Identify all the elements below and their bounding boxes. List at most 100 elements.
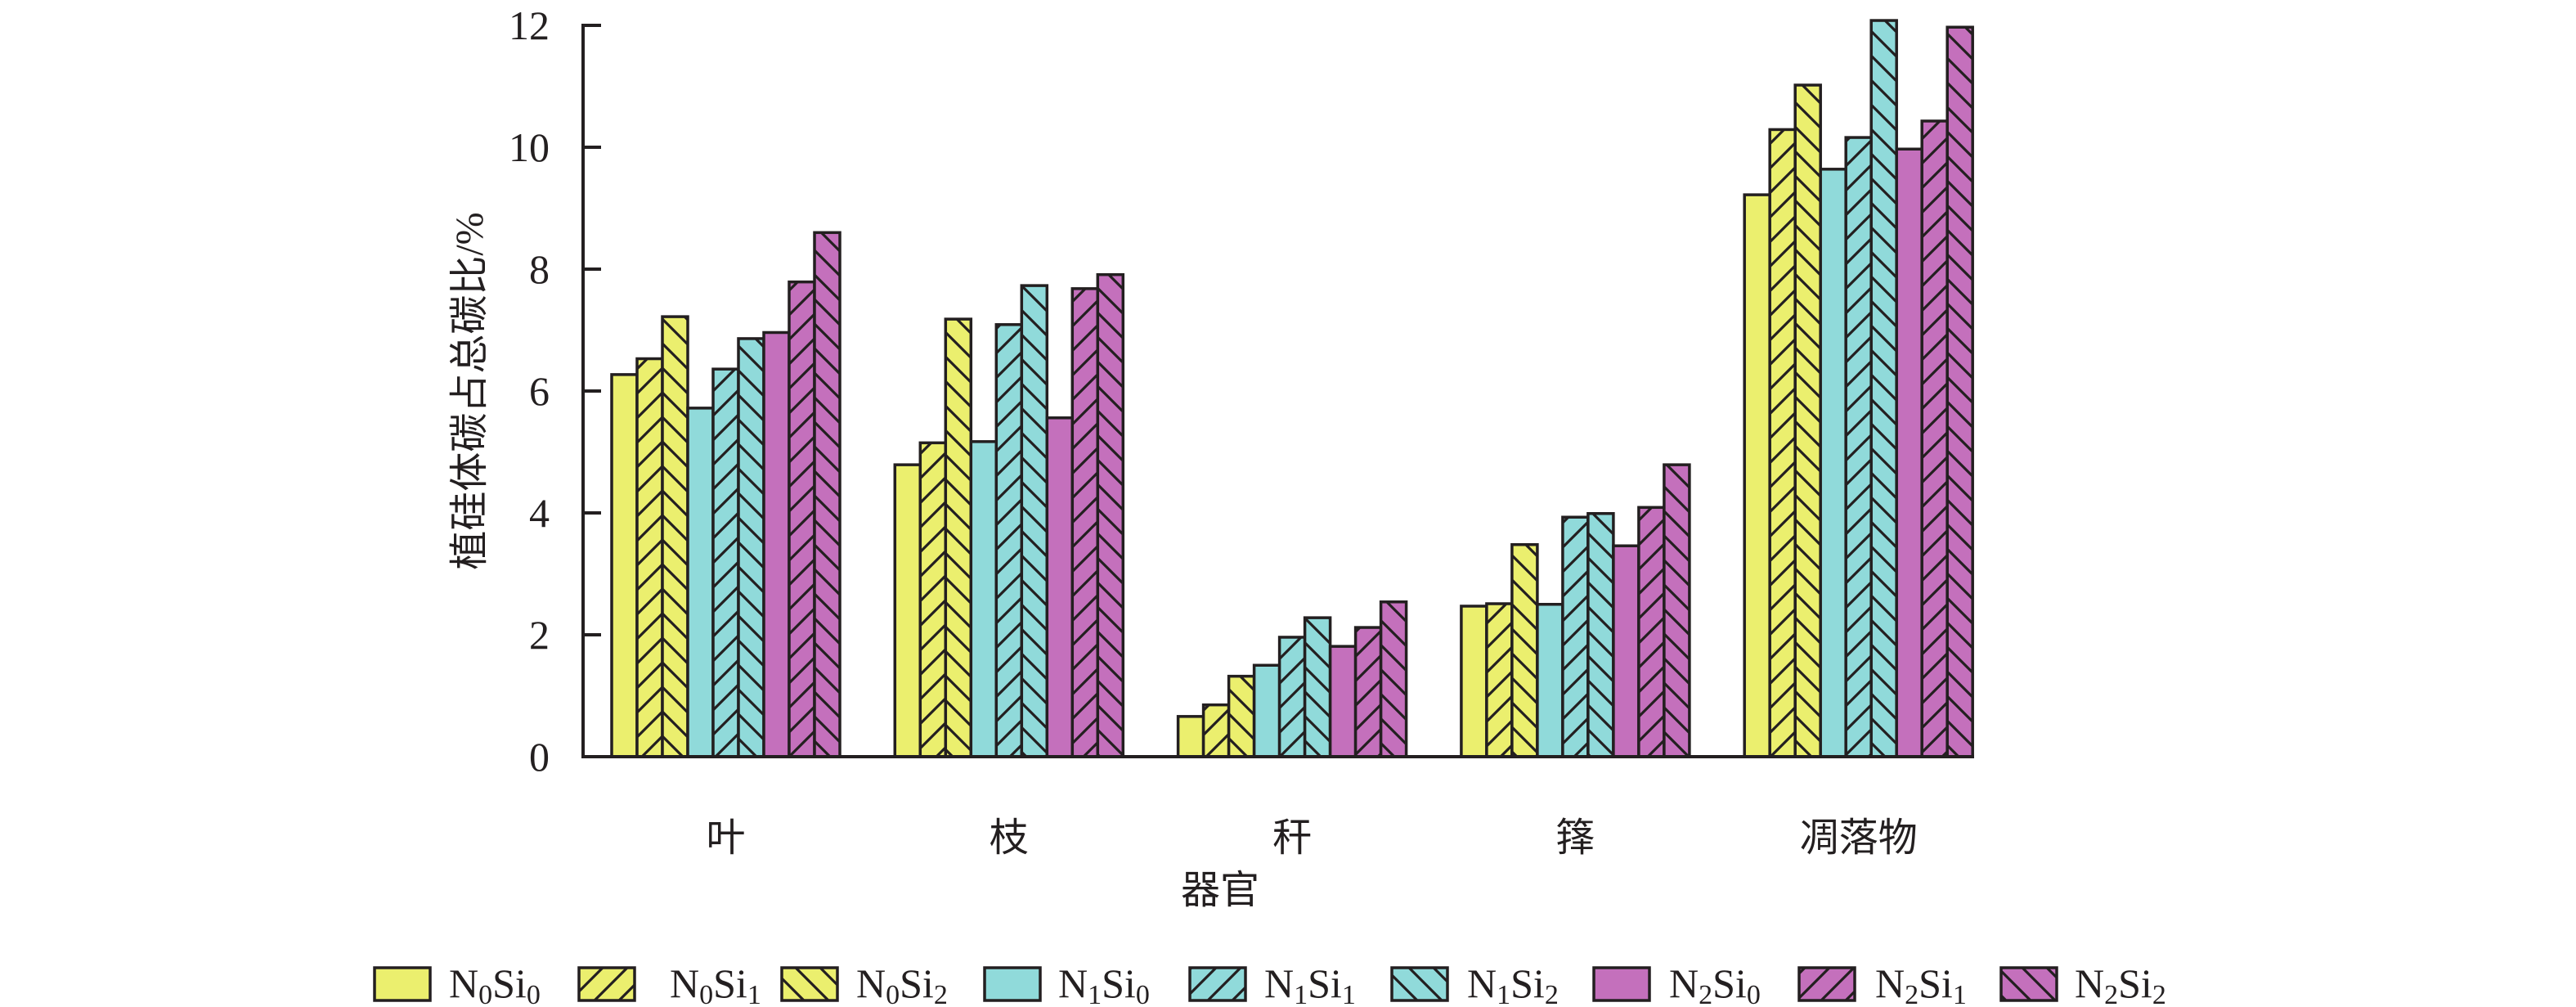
y-tick-label: 6	[529, 368, 550, 414]
legend-subscript: 0	[886, 980, 900, 1007]
legend-label: N2Si2	[2075, 960, 2166, 1007]
bar-N1Si0-2	[1252, 663, 1281, 758]
legend: N0Si0 N0Si1 N0Si2 N1Si0 N1Si1 N1Si2 N2Si0 N2Si1…	[373, 960, 2166, 1007]
legend-subscript: 2	[1905, 980, 1919, 1007]
legend-text-part: Si	[1919, 960, 1953, 1006]
x-category-label: 凋落物	[1800, 816, 1918, 860]
legend-text-part: N	[1058, 960, 1088, 1006]
legend-swatch	[1797, 966, 1856, 1002]
bar-N2Si1-0	[788, 280, 816, 758]
legend-item-N2Si2: N2Si2	[1999, 960, 2166, 1007]
bar-N1Si1-4	[1844, 136, 1873, 758]
legend-text-part: N	[2075, 960, 2104, 1006]
bar-N0Si1-3	[1485, 602, 1514, 758]
legend-text-part: Si	[492, 960, 527, 1006]
y-tick-label: 10	[509, 124, 550, 170]
bar-N2Si2-1	[1096, 272, 1125, 758]
legend-label: N2Si1	[1875, 960, 1967, 1007]
bar-N0Si2-1	[944, 317, 973, 758]
legend-subscript: 2	[1545, 980, 1559, 1007]
legend-subscript: 2	[2152, 980, 2166, 1007]
legend-item-N0Si1: N0Si1	[577, 960, 761, 1007]
bar-group	[893, 272, 1125, 758]
legend-text-part: Si	[900, 960, 934, 1006]
legend-swatch	[1999, 966, 2058, 1002]
bar-N1Si1-0	[711, 367, 740, 758]
legend-subscript: 1	[1294, 980, 1308, 1007]
y-tick-label: 12	[509, 2, 550, 48]
legend-text-part: N	[670, 960, 699, 1006]
y-axis-title: 植硅体碳占总碳比/%	[448, 212, 491, 569]
bar-N2Si0-0	[762, 330, 791, 758]
legend-label: N1Si0	[1058, 960, 1150, 1007]
legend-subscript: 2	[934, 980, 948, 1007]
x-axis-title: 器官	[1181, 869, 1259, 912]
legend-swatch	[373, 966, 432, 1002]
bar-N2Si1-3	[1637, 506, 1666, 758]
legend-subscript: 1	[1953, 980, 1967, 1007]
legend-swatch	[983, 966, 1042, 1002]
x-category-label: 秆	[1272, 816, 1312, 860]
legend-subscript: 0	[478, 980, 492, 1007]
bar-N1Si2-3	[1586, 511, 1615, 758]
legend-text-part: N	[856, 960, 886, 1006]
bar-N1Si0-1	[969, 440, 999, 758]
legend-text-part: N	[1669, 960, 1699, 1006]
bar-N0Si1-4	[1768, 128, 1797, 758]
legend-subscript: 1	[1088, 980, 1102, 1007]
legend-text-part: N	[1264, 960, 1294, 1006]
legend-label: N1Si2	[1467, 960, 1559, 1007]
bar-N0Si2-2	[1227, 674, 1256, 758]
legend-text-part: Si	[2118, 960, 2152, 1006]
bar-N2Si0-2	[1328, 645, 1358, 758]
legend-item-N2Si1: N2Si1	[1797, 960, 1967, 1007]
legend-text-part: Si	[1510, 960, 1545, 1006]
bar-N1Si1-3	[1561, 515, 1590, 758]
legend-subscript: 0	[699, 980, 713, 1007]
x-category-labels: 叶 枝 秆 箨 凋落物	[706, 816, 1917, 860]
legend-swatch	[1592, 966, 1651, 1002]
legend-label: N2Si0	[1669, 960, 1761, 1007]
bar-N1Si0-3	[1536, 603, 1564, 758]
bar-N2Si2-0	[813, 231, 841, 758]
legend-subscript: 0	[1136, 980, 1150, 1007]
bar-N0Si0-1	[893, 463, 922, 758]
legend-subscript: 0	[527, 980, 541, 1007]
bar-N2Si2-3	[1663, 463, 1691, 758]
legend-text-part: Si	[713, 960, 747, 1006]
legend-swatch	[780, 966, 839, 1002]
legend-item-N1Si0: N1Si0	[983, 960, 1150, 1007]
y-tick-label: 0	[529, 734, 550, 780]
bars-layer	[610, 19, 1974, 758]
bar-group	[1176, 600, 1408, 758]
bar-N1Si2-4	[1869, 19, 1898, 758]
bar-N2Si1-4	[1920, 119, 1949, 758]
bar-N0Si2-0	[661, 315, 689, 758]
legend-subscript: 0	[1747, 980, 1761, 1007]
bar-group	[1460, 463, 1691, 758]
legend-label: N0Si1	[670, 960, 761, 1007]
legend-subscript: 1	[1342, 980, 1356, 1007]
y-tick-label: 4	[529, 490, 550, 536]
bar-N2Si1-2	[1353, 626, 1383, 758]
bar-N1Si1-2	[1277, 636, 1307, 758]
bar-N0Si0-4	[1743, 193, 1771, 758]
bar-N0Si0-2	[1176, 715, 1205, 758]
bar-N2Si1-1	[1070, 287, 1100, 758]
legend-text-part: N	[1467, 960, 1497, 1006]
bar-N1Si0-0	[686, 407, 715, 758]
legend-text-part: Si	[1102, 960, 1136, 1006]
y-tick-label: 8	[529, 246, 550, 292]
legend-item-N2Si0: N2Si0	[1592, 960, 1761, 1007]
legend-item-N0Si2: N0Si2	[780, 960, 948, 1007]
legend-subscript: 1	[747, 980, 761, 1007]
bar-N1Si2-1	[1020, 284, 1049, 758]
legend-subscript: 2	[1699, 980, 1712, 1007]
x-category-label: 枝	[990, 816, 1029, 860]
x-category-label: 箨	[1555, 816, 1595, 860]
legend-label: N1Si1	[1264, 960, 1356, 1007]
legend-label: N0Si2	[856, 960, 948, 1007]
bar-N2Si0-4	[1895, 147, 1923, 758]
bar-N1Si2-0	[737, 337, 765, 758]
